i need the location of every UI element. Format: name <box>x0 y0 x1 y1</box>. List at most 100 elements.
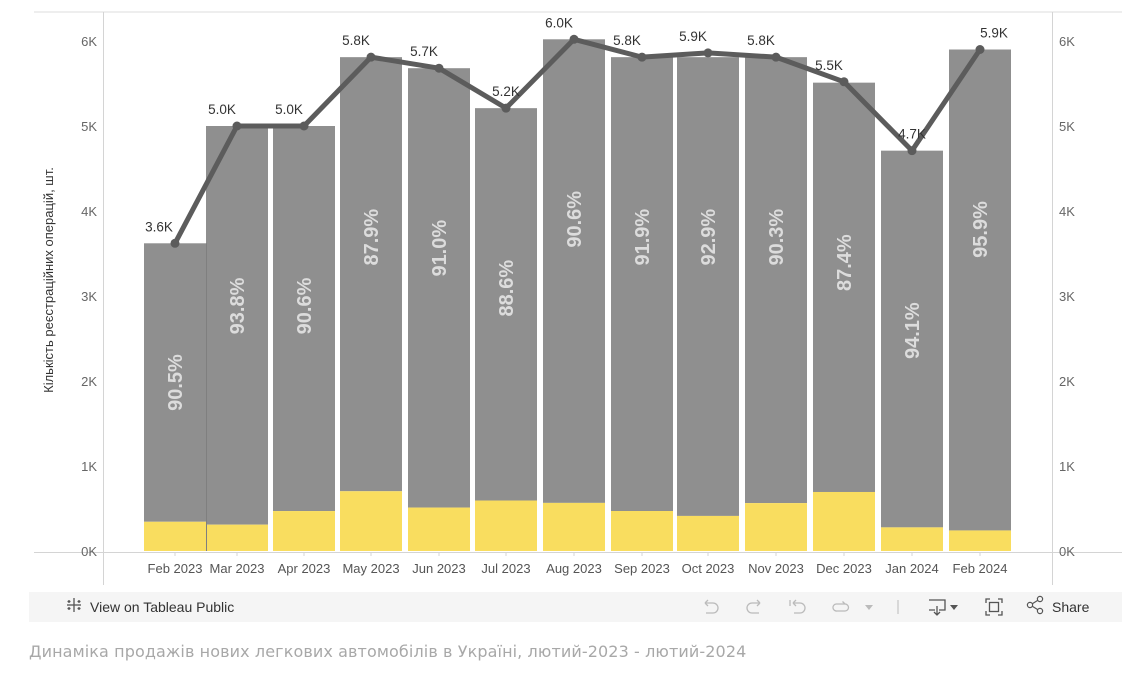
bar-main-segment[interactable] <box>543 39 605 503</box>
total-label: 3.6K <box>145 219 173 234</box>
total-label: 5.0K <box>208 102 236 117</box>
bar-main-segment[interactable] <box>611 57 673 511</box>
y-tick-left: 2K <box>81 374 97 389</box>
y-ticks-left: 0K 1K 2K 3K 4K 5K 6K <box>81 34 97 559</box>
view-on-tableau-button[interactable]: View on Tableau Public <box>65 592 234 622</box>
x-ticks: Feb 2023 Mar 2023 Apr 2023 May 2023 Jun 2023… <box>148 552 1008 576</box>
share-label: 94.1% <box>902 302 924 359</box>
dropdown-icon[interactable] <box>864 592 874 622</box>
total-point[interactable] <box>771 52 781 62</box>
y-tick-left: 0K <box>81 544 97 559</box>
total-point[interactable] <box>907 146 917 156</box>
total-labels: 3.6K 5.0K 5.0K 5.8K 5.7K 5.2K 6.0K 5.8K 5.9K 5.8K… <box>145 15 1008 234</box>
bar-main-segment[interactable] <box>408 68 470 508</box>
total-label: 5.9K <box>679 29 707 44</box>
share-button[interactable]: Share <box>1026 592 1089 622</box>
y-tick-left: 3K <box>81 289 97 304</box>
bar-remaining-segment[interactable] <box>881 527 943 551</box>
total-point[interactable] <box>299 121 309 131</box>
total-point[interactable] <box>232 121 242 131</box>
x-tick-label: Jan 2024 <box>885 561 939 576</box>
download-icon[interactable] <box>926 592 960 622</box>
y-tick-left: 1K <box>81 459 97 474</box>
chart-caption: Динаміка продажів нових легкових автомоб… <box>29 642 747 661</box>
share-label: Share <box>1052 599 1090 615</box>
undo-icon[interactable] <box>701 592 721 622</box>
total-label: 5.7K <box>410 44 438 59</box>
bar-main-segment[interactable] <box>206 126 268 525</box>
total-line <box>170 34 985 248</box>
y-tick-right: 0K <box>1059 544 1075 559</box>
share-label: 93.8% <box>227 277 249 334</box>
x-tick-label: Jun 2023 <box>412 561 466 576</box>
refresh-icon[interactable] <box>830 592 852 622</box>
y-axis-label: Кількість реєстраційних операцій, шт. <box>41 167 56 393</box>
bar-remaining-segment[interactable] <box>543 502 605 551</box>
share-label: 87.4% <box>834 234 856 291</box>
y-tick-left: 4K <box>81 204 97 219</box>
total-label: 5.8K <box>342 33 370 48</box>
bar-remaining-segment[interactable] <box>475 500 537 551</box>
y-tick-right: 6K <box>1059 34 1075 49</box>
bar-main-segment[interactable] <box>144 243 206 522</box>
total-point[interactable] <box>569 34 579 44</box>
y-tick-left: 6K <box>81 34 97 49</box>
bar-remaining-segment[interactable] <box>949 530 1011 551</box>
toolbar-divider <box>897 592 899 622</box>
y-tick-right: 1K <box>1059 459 1075 474</box>
y-tick-right: 2K <box>1059 374 1075 389</box>
total-point[interactable] <box>501 103 511 113</box>
bar-remaining-segment[interactable] <box>677 515 739 551</box>
x-tick-label: Feb 2024 <box>953 561 1008 576</box>
x-tick-label: Dec 2023 <box>816 561 872 576</box>
x-tick-label: Apr 2023 <box>278 561 331 576</box>
share-label: 90.5% <box>165 354 187 411</box>
total-point[interactable] <box>366 52 376 62</box>
y-tick-right: 3K <box>1059 289 1075 304</box>
x-tick-label: Feb 2023 <box>148 561 203 576</box>
total-point[interactable] <box>703 48 713 58</box>
share-icon <box>1026 595 1046 620</box>
redo-icon[interactable] <box>744 592 764 622</box>
fullscreen-icon[interactable] <box>984 592 1004 622</box>
total-label: 4.7K <box>898 127 926 142</box>
total-label: 5.2K <box>492 84 520 99</box>
bar-main-segment[interactable] <box>677 57 739 516</box>
bar-remaining-segment[interactable] <box>273 511 335 551</box>
bar-main-segment[interactable] <box>745 57 807 504</box>
total-label: 5.9K <box>980 26 1008 41</box>
total-point[interactable] <box>434 63 444 73</box>
x-tick-label: Mar 2023 <box>210 561 265 576</box>
x-tick-label: Sep 2023 <box>614 561 670 576</box>
y-tick-right: 5K <box>1059 119 1075 134</box>
share-label: 91.9% <box>632 209 654 266</box>
revert-icon[interactable] <box>787 592 809 622</box>
bar-main-segment[interactable] <box>949 49 1011 531</box>
bar-remaining-segment[interactable] <box>813 491 875 551</box>
total-point[interactable] <box>839 77 849 87</box>
total-point[interactable] <box>975 45 985 54</box>
bar-main-segment[interactable] <box>340 57 402 492</box>
bar-remaining-segment[interactable] <box>340 491 402 551</box>
x-tick-label: Jul 2023 <box>481 561 530 576</box>
total-label: 5.8K <box>613 33 641 48</box>
total-point[interactable] <box>637 52 647 62</box>
bar-main-segment[interactable] <box>813 82 875 492</box>
bar-remaining-segment[interactable] <box>206 524 268 551</box>
tableau-logo-icon <box>65 596 83 619</box>
share-label: 90.6% <box>294 277 316 334</box>
bar-main-segment[interactable] <box>273 126 335 512</box>
bars: 90.5% 93.8% 90.6% 87.9% 91.0% 88.6% 90.6% 91.9%… <box>144 39 1011 551</box>
bar-main-segment[interactable] <box>475 108 537 501</box>
bar-remaining-segment[interactable] <box>408 507 470 551</box>
chart: Кількість реєстраційних операцій, шт. 0K… <box>34 11 1122 585</box>
total-point[interactable] <box>170 238 180 248</box>
bar-remaining-segment[interactable] <box>144 521 206 551</box>
bar-main-segment[interactable] <box>881 150 943 528</box>
y-ticks-right: 0K 1K 2K 3K 4K 5K 6K <box>1059 34 1075 559</box>
bar-remaining-segment[interactable] <box>745 503 807 551</box>
view-on-tableau-label: View on Tableau Public <box>90 599 235 615</box>
bar-remaining-segment[interactable] <box>611 510 673 551</box>
y-tick-right: 4K <box>1059 204 1075 219</box>
x-tick-label: May 2023 <box>342 561 399 576</box>
